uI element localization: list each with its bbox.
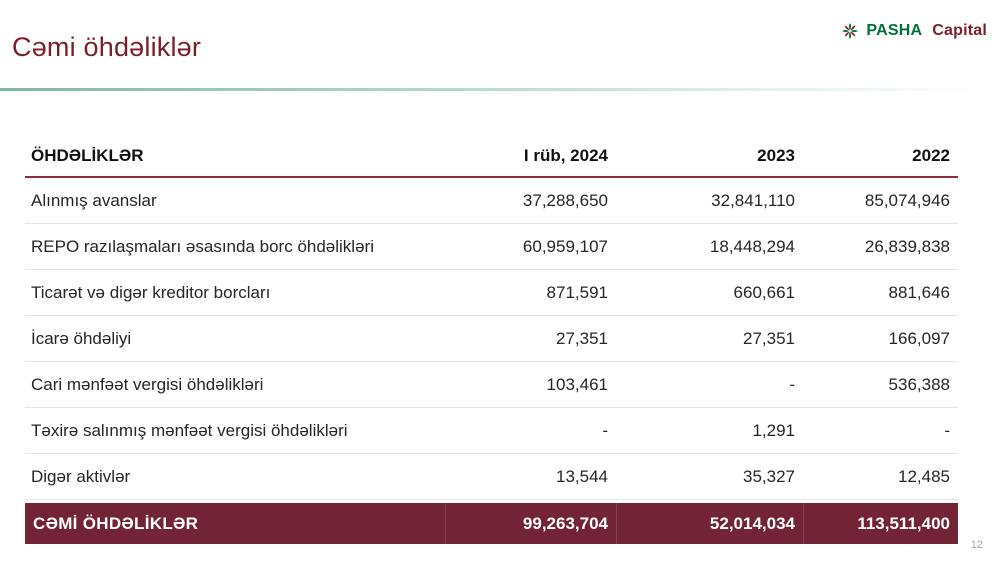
pasha-capital-logo: PASHA Capital [840,21,987,41]
row-value: 103,461 [546,374,608,394]
logo-brand-text: PASHA [866,22,923,39]
row-label: Təxirə salınmış mənfəət vergisi öhdəlikl… [31,420,348,440]
column-header-q1-2024: I rüb, 2024 [523,145,608,165]
row-value: 85,074,946 [864,190,950,210]
table-row: Alınmış avanslar 37,288,650 32,841,110 8… [25,178,958,224]
row-label: İcarə öhdəliyi [31,328,132,348]
row-value: - [789,374,795,394]
table-header-row: ÖHDƏLİKLƏR I rüb, 2024 2023 2022 [25,135,958,178]
table-row: Cari mənfəət vergisi öhdəlikləri 103,461… [25,362,958,408]
row-label: Ticarət və digər kreditor borcları [31,282,271,302]
row-value: 13,544 [556,466,608,486]
liabilities-table: ÖHDƏLİKLƏR I rüb, 2024 2023 2022 Alınmış… [25,135,958,544]
row-value: 660,661 [733,282,795,302]
row-value: 37,288,650 [522,190,608,210]
column-header-2022: 2022 [912,145,950,165]
row-value: 32,841,110 [711,190,795,210]
row-label: Cari mənfəət vergisi öhdəlikləri [31,374,264,394]
logo-suffix-text: Capital [932,22,987,39]
total-row-label: CƏMİ ÖHDƏLİKLƏR [33,513,199,533]
column-header-liabilities: ÖHDƏLİKLƏR [31,145,144,165]
row-value: 536,388 [888,374,950,394]
table-row: Təxirə salınmış mənfəət vergisi öhdəlikl… [25,408,958,454]
total-row-value: 52,014,034 [616,503,803,544]
table-row: Ticarət və digər kreditor borcları 871,5… [25,270,958,316]
row-value: 871,591 [546,282,608,302]
row-value: - [944,420,950,440]
row-value: 1,291 [752,420,795,440]
total-row-value: 99,263,704 [445,503,616,544]
row-value: 27,351 [743,328,795,348]
row-label: Digər aktivlər [31,466,131,486]
row-value: 12,485 [898,466,950,486]
page-title: Cəmi öhdəliklər [12,32,202,62]
title-divider-line [0,88,1000,91]
table-row: İcarə öhdəliyi 27,351 27,351 166,097 [25,316,958,362]
table-row: Digər aktivlər 13,544 35,327 12,485 [25,454,958,500]
column-header-2023: 2023 [757,145,795,165]
row-label: Alınmış avanslar [31,190,157,210]
page-number: 12 [970,539,983,551]
row-value: 27,351 [556,328,608,348]
row-value: 35,327 [743,466,795,486]
row-value: 881,646 [888,282,950,302]
row-value: 60,959,107 [522,236,608,256]
table-row: REPO razılaşmaları əsasında borc öhdəlik… [25,224,958,270]
pasha-pinwheel-icon [840,21,860,41]
row-label: REPO razılaşmaları əsasında borc öhdəlik… [31,236,374,256]
table-total-row: CƏMİ ÖHDƏLİKLƏR 99,263,704 52,014,034 11… [25,503,958,544]
total-row-value: 113,511,400 [803,503,958,544]
row-value: 26,839,838 [864,236,950,256]
row-value: 166,097 [888,328,950,348]
row-value: 18,448,294 [709,236,795,256]
row-value: - [602,420,608,440]
